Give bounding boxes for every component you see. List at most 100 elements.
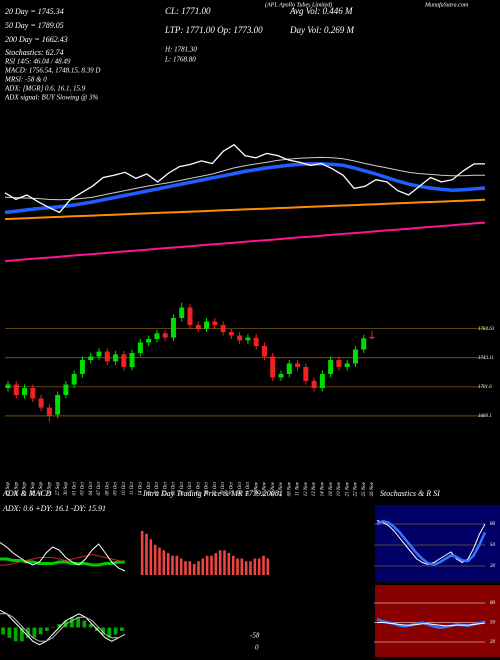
y-tick-label: 20 [490, 564, 496, 569]
panel-title: Intra Day Trading Price & MR 1779.20081 [142, 489, 283, 498]
x-tick-label: 03 Oct [81, 481, 86, 495]
candle-body [352, 349, 358, 364]
y-tick-label: 50 [490, 621, 496, 626]
x-tick-label: 04 Oct [89, 481, 94, 495]
x-tick-label: 14 Oct [139, 481, 144, 495]
candle-body [245, 337, 251, 341]
candle-body [170, 318, 176, 338]
bar [76, 617, 80, 628]
candle-body [104, 351, 110, 362]
x-tick-label: 04 Nov [254, 481, 259, 496]
candle-body [63, 384, 69, 395]
bar [107, 627, 112, 638]
candle-body [344, 363, 350, 367]
bar [166, 553, 170, 575]
panel-bg [375, 585, 500, 657]
candle-body [137, 342, 143, 353]
x-tick-label: 26 Sep [48, 482, 53, 496]
series-line [377, 622, 486, 627]
bar [227, 553, 231, 575]
candle-body [361, 338, 367, 350]
candle-body [369, 336, 375, 339]
x-tick-label: 15 Oct [147, 481, 152, 495]
bar [51, 627, 55, 628]
candle-body [195, 325, 201, 329]
annotation: 50 Day = 1789.05 [5, 21, 64, 30]
x-tick-label: 31 Oct [246, 481, 251, 495]
bar [192, 564, 196, 575]
bar [88, 624, 93, 628]
bar [82, 620, 87, 628]
bar [218, 550, 222, 575]
candle-body [237, 335, 243, 341]
candle-body [253, 337, 259, 346]
annotation: RSI 14/5: 46.04 / 48.49 [4, 58, 71, 66]
x-tick-label: 20 Sep [14, 482, 19, 496]
bar [120, 627, 124, 631]
bar [113, 627, 118, 635]
bar [13, 627, 18, 642]
bar [205, 555, 209, 575]
bar [262, 555, 265, 575]
bar [184, 561, 187, 575]
annotation: L: 1768.80 [164, 56, 196, 64]
candle-body [146, 339, 152, 343]
series-line [0, 542, 126, 572]
candle-body [5, 384, 11, 388]
candle-body [179, 307, 185, 318]
x-tick-label: 30 Sep [64, 482, 69, 496]
y-tick-label: 80 [490, 601, 496, 606]
bar [101, 627, 105, 635]
bar [210, 555, 213, 575]
x-tick-label: 01 Oct [72, 481, 77, 495]
candle-body [303, 367, 309, 381]
bar [153, 544, 157, 575]
series-line [0, 557, 125, 567]
candle-body [13, 384, 19, 395]
x-tick-label: 19 Nov [337, 481, 342, 496]
x-tick-label: 11 Oct [130, 481, 135, 495]
x-tick-label: 27 Sep [56, 482, 61, 496]
bar [214, 553, 218, 575]
candle-body [129, 353, 135, 367]
x-tick-label: 25 Oct [213, 481, 218, 495]
annotation: 20 Day = 1745.34 [5, 7, 64, 16]
candle-body [220, 325, 226, 332]
candle-body [30, 388, 36, 399]
x-tick-label: 29 Oct [230, 481, 235, 495]
bar [236, 558, 239, 575]
x-tick-label: 07 Oct [97, 481, 102, 495]
annotation: ADX: [MGR] 0.6, 16.1, 15.9 [4, 85, 86, 93]
annotation: Day Vol: 0.269 M [289, 25, 354, 35]
series-line [4, 162, 486, 215]
bar [38, 627, 43, 635]
series-line [0, 613, 126, 642]
annotation: ADX signal: BUY Slowing @ 3% [4, 94, 99, 102]
x-tick-label: 28 Oct [221, 481, 226, 495]
annotation: LTP: 1771.00 Op: 1773.00 [164, 25, 263, 35]
candle-body [204, 321, 210, 329]
annotation: MACD: 1756.54, 1748.15, 8.39 D [4, 67, 100, 75]
x-tick-label: 30 Oct [238, 481, 243, 495]
x-tick-label: 22 Nov [354, 481, 359, 496]
x-tick-label: 19 Sep [6, 482, 11, 496]
bar [179, 558, 183, 575]
candle-body [336, 360, 342, 367]
panel-title: ADX & MACD [2, 489, 52, 498]
bar [140, 531, 144, 575]
bar [223, 550, 226, 575]
candle-body [79, 360, 85, 374]
bar [7, 627, 12, 638]
candle-body [295, 363, 301, 367]
candle-body [286, 363, 292, 374]
bar [45, 627, 49, 631]
x-tick-label: 06 Nov [271, 481, 276, 496]
site: MunafaSutra.com [424, 1, 469, 8]
candle-body [328, 360, 334, 374]
y-tick-label: 50 [490, 543, 496, 548]
candle-body [55, 395, 61, 415]
series-line [4, 198, 486, 221]
bar [70, 617, 74, 628]
candle-body [121, 354, 127, 367]
